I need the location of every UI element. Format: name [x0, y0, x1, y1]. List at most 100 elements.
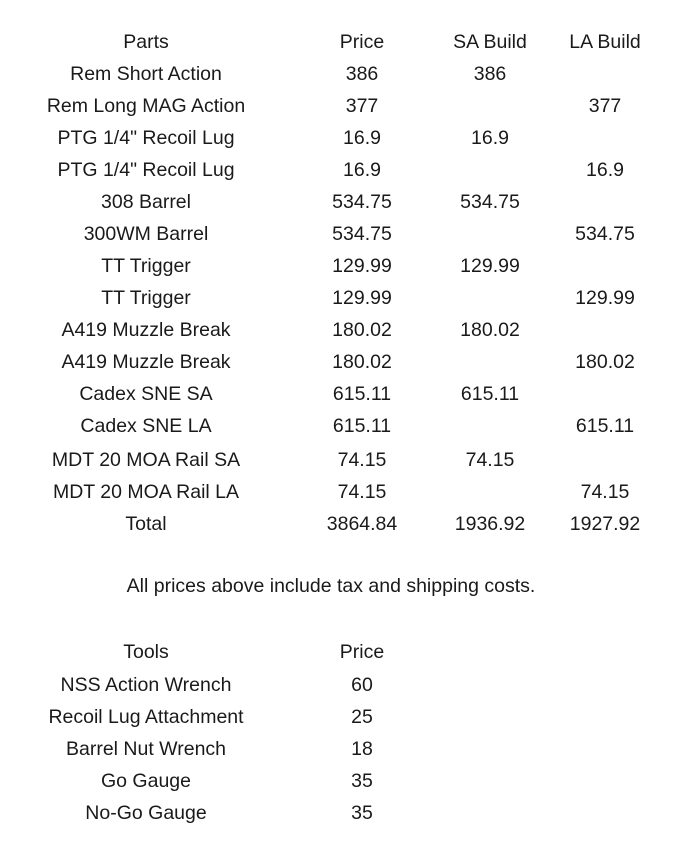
part-la-build: 615.11 — [575, 415, 635, 437]
part-la-build: 377 — [588, 95, 622, 117]
part-price: 386 — [345, 63, 379, 85]
part-price: 615.11 — [332, 415, 392, 437]
part-price: 180.02 — [332, 319, 392, 341]
table-row: 300WM Barrel 534.75 534.75 — [0, 218, 679, 250]
tool-price: 25 — [351, 706, 373, 728]
total-sa-build: 1936.92 — [454, 513, 526, 535]
part-sa-build: 534.75 — [460, 191, 520, 213]
part-name: Cadex SNE SA — [79, 383, 213, 405]
part-price: 377 — [345, 95, 379, 117]
header-price: Price — [339, 31, 385, 53]
part-sa-build: 74.15 — [465, 449, 515, 471]
table-row: MDT 20 MOA Rail SA 74.15 74.15 — [0, 444, 679, 476]
tool-price: 18 — [351, 738, 373, 760]
part-la-build — [555, 250, 655, 282]
total-price: 3864.84 — [326, 513, 398, 535]
part-price: 74.15 — [337, 449, 387, 471]
part-name: A419 Muzzle Break — [61, 319, 231, 341]
part-sa-build — [440, 282, 540, 314]
part-la-build — [555, 314, 655, 346]
part-price: 16.9 — [343, 159, 381, 181]
part-la-build: 180.02 — [575, 351, 635, 373]
tool-price: 35 — [351, 802, 373, 824]
part-sa-build — [440, 476, 540, 508]
part-name: 300WM Barrel — [83, 223, 209, 245]
price-note: All prices above include tax and shippin… — [126, 575, 536, 597]
part-name: TT Trigger — [101, 255, 191, 277]
tools-header-row: Tools Price — [0, 636, 679, 668]
part-la-build — [555, 122, 655, 154]
part-name: TT Trigger — [101, 287, 191, 309]
tool-row: Recoil Lug Attachment 25 — [0, 701, 679, 733]
part-sa-build — [440, 154, 540, 186]
table-row: Rem Short Action 386 386 — [0, 58, 679, 90]
part-la-build: 534.75 — [575, 223, 635, 245]
part-name: Rem Short Action — [70, 63, 222, 85]
table-row: A419 Muzzle Break 180.02 180.02 — [0, 346, 679, 378]
part-name: MDT 20 MOA Rail SA — [51, 449, 241, 471]
total-row: Total 3864.84 1936.92 1927.92 — [0, 508, 679, 540]
part-price: 129.99 — [332, 255, 392, 277]
part-la-build — [555, 378, 655, 410]
tool-row: Go Gauge 35 — [0, 765, 679, 797]
tool-row: Barrel Nut Wrench 18 — [0, 733, 679, 765]
part-name: PTG 1/4" Recoil Lug — [57, 159, 235, 181]
tool-price: 60 — [351, 674, 373, 696]
tool-name: No-Go Gauge — [85, 802, 207, 824]
tool-name: NSS Action Wrench — [60, 674, 232, 696]
table-row: Rem Long MAG Action 377 377 — [0, 90, 679, 122]
header-sa-build: SA Build — [453, 31, 527, 53]
tool-name: Barrel Nut Wrench — [65, 738, 227, 760]
header-tools: Tools — [123, 641, 169, 663]
tool-row: NSS Action Wrench 60 — [0, 669, 679, 701]
part-sa-build — [440, 90, 540, 122]
table-row: MDT 20 MOA Rail LA 74.15 74.15 — [0, 476, 679, 508]
tool-price: 35 — [351, 770, 373, 792]
part-sa-build: 16.9 — [471, 127, 509, 149]
table-row: Cadex SNE LA 615.11 615.11 — [0, 410, 679, 442]
part-sa-build: 180.02 — [460, 319, 520, 341]
part-price: 180.02 — [332, 351, 392, 373]
part-sa-build: 386 — [473, 63, 507, 85]
header-la-build: LA Build — [569, 31, 641, 53]
part-sa-build — [440, 346, 540, 378]
tool-row: No-Go Gauge 35 — [0, 797, 679, 829]
part-sa-build: 129.99 — [460, 255, 520, 277]
parts-header-row: Parts Price SA Build LA Build — [0, 26, 679, 58]
table-row: TT Trigger 129.99 129.99 — [0, 282, 679, 314]
part-name: Cadex SNE LA — [80, 415, 212, 437]
header-tool-price: Price — [339, 641, 385, 663]
tool-name: Go Gauge — [101, 770, 191, 792]
table-row: PTG 1/4" Recoil Lug 16.9 16.9 — [0, 154, 679, 186]
part-la-build: 16.9 — [586, 159, 624, 181]
part-sa-build — [440, 218, 540, 250]
part-name: PTG 1/4" Recoil Lug — [57, 127, 235, 149]
table-row: TT Trigger 129.99 129.99 — [0, 250, 679, 282]
part-price: 534.75 — [332, 223, 392, 245]
total-label: Total — [125, 513, 167, 535]
part-la-build: 129.99 — [575, 287, 635, 309]
part-price: 129.99 — [332, 287, 392, 309]
table-row: A419 Muzzle Break 180.02 180.02 — [0, 314, 679, 346]
total-la-build: 1927.92 — [569, 513, 641, 535]
part-la-build — [555, 58, 655, 90]
table-row: PTG 1/4" Recoil Lug 16.9 16.9 — [0, 122, 679, 154]
tool-name: Recoil Lug Attachment — [48, 706, 244, 728]
part-la-build: 74.15 — [580, 481, 630, 503]
part-name: A419 Muzzle Break — [61, 351, 231, 373]
part-price: 615.11 — [332, 383, 392, 405]
part-sa-build: 615.11 — [460, 383, 520, 405]
part-la-build — [555, 186, 655, 218]
table-row: Cadex SNE SA 615.11 615.11 — [0, 378, 679, 410]
part-name: 308 Barrel — [101, 191, 191, 213]
part-la-build — [555, 444, 655, 476]
part-sa-build — [440, 410, 540, 442]
part-price: 16.9 — [343, 127, 381, 149]
table-row: 308 Barrel 534.75 534.75 — [0, 186, 679, 218]
header-parts: Parts — [123, 31, 169, 53]
part-name: MDT 20 MOA Rail LA — [52, 481, 240, 503]
part-name: Rem Long MAG Action — [46, 95, 246, 117]
part-price: 534.75 — [332, 191, 392, 213]
part-price: 74.15 — [337, 481, 387, 503]
